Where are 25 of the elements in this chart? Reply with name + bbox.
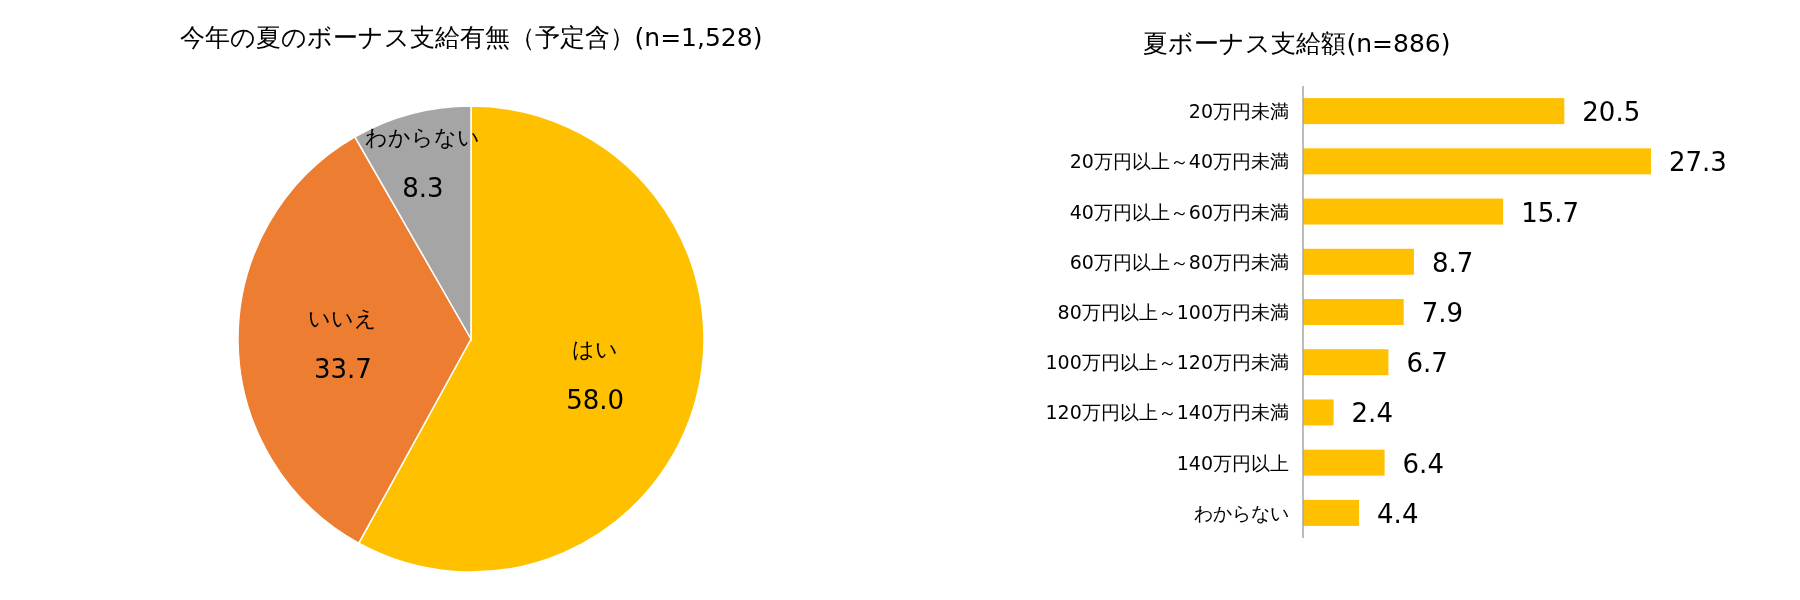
data-label: 8.3 [402, 172, 444, 203]
chart-title: 今年の夏のボーナス支給有無（予定含）(n=1,528) [179, 23, 763, 52]
y-tick-label: 140万円以上 [1176, 451, 1289, 474]
y-tick-label: 20万円以上～40万円未満 [1069, 150, 1289, 173]
y-tick-label: わからない [1194, 501, 1289, 524]
data-label: 33.7 [313, 354, 372, 385]
y-tick-label: 120万円以上～140万円未満 [1045, 401, 1289, 424]
y-tick-label: 80万円以上～100万円未満 [1057, 301, 1289, 323]
y-tick-label: 100万円以上～120万円未満 [1045, 351, 1289, 374]
data-label: 2.4 [1351, 398, 1393, 429]
slice-label: いいえ [308, 306, 378, 332]
data-label: 27.3 [1669, 147, 1727, 178]
y-tick-label: 40万円以上～60万円未満 [1069, 200, 1289, 223]
chart-title: 夏ボーナス支給額(n=886) [1143, 29, 1451, 58]
data-label: 58.0 [566, 384, 625, 415]
data-label: 8.7 [1431, 247, 1474, 278]
data-label: 6.4 [1402, 448, 1444, 479]
data-label: 7.9 [1421, 298, 1464, 328]
slice-label: はい [572, 336, 619, 362]
data-label: 6.7 [1406, 348, 1448, 379]
y-tick-label: 60万円以上～80万円未満 [1069, 250, 1289, 273]
y-tick-label: 20万円未満 [1188, 100, 1289, 123]
data-label: 15.7 [1521, 197, 1580, 228]
data-label: 4.4 [1377, 498, 1419, 529]
data-label: 20.5 [1582, 97, 1641, 128]
